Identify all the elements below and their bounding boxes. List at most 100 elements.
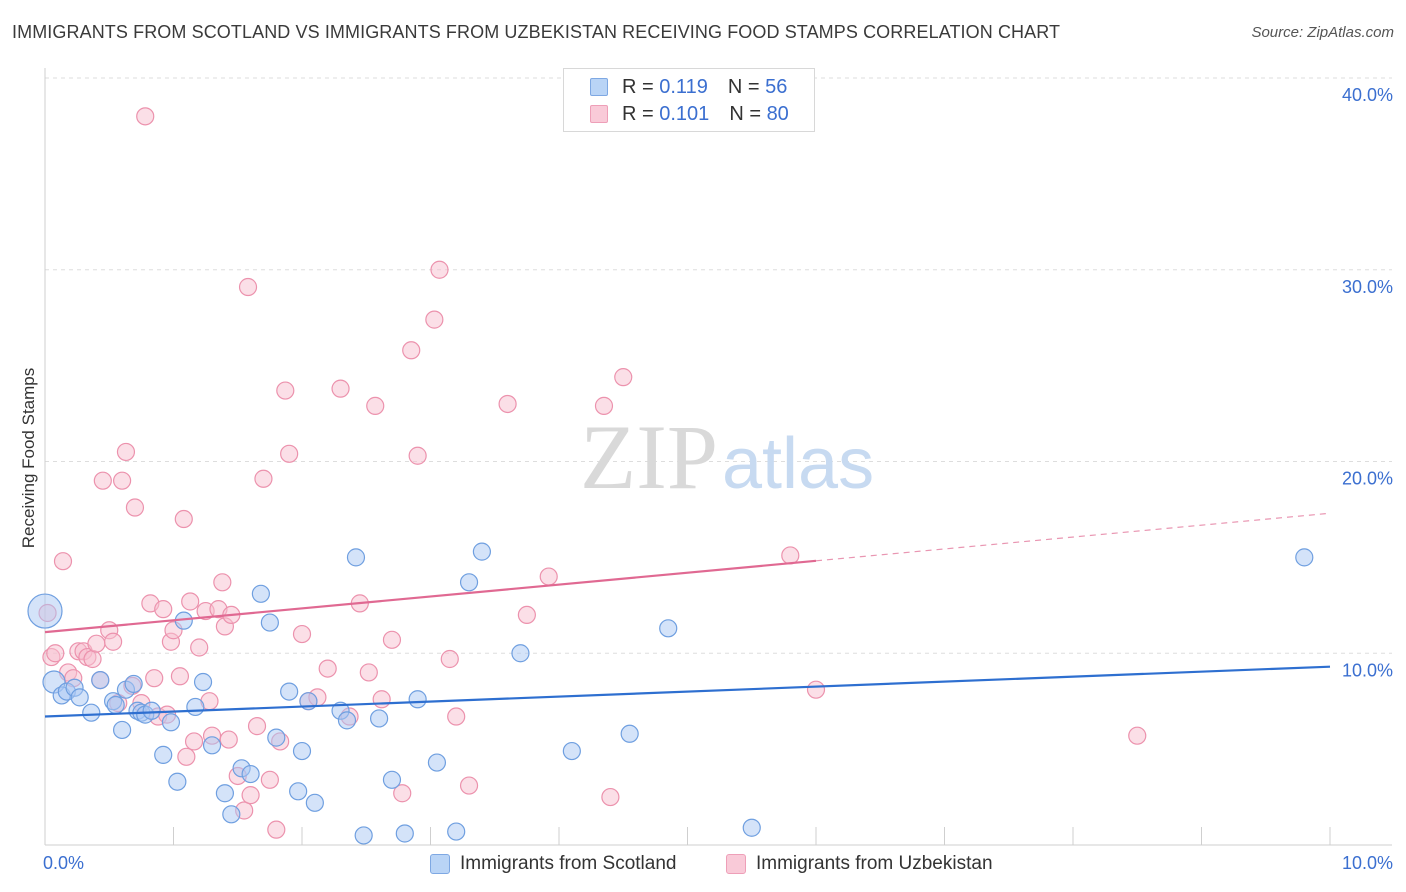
uzbekistan-point	[447, 707, 466, 726]
uzbekistan-point	[382, 630, 402, 649]
uzbekistan-point	[280, 444, 299, 463]
scotland-trendline	[44, 665, 1331, 718]
uzbekistan-point	[136, 107, 155, 126]
uzbekistan-point	[372, 690, 391, 709]
scotland-point	[459, 573, 479, 592]
uzbekistan-point	[174, 509, 193, 529]
legend-row-uzbekistan: R = 0.101 N = 80	[590, 102, 789, 126]
scotland-point	[562, 741, 581, 761]
scotland-point	[280, 682, 299, 701]
uzbekistan-point	[601, 787, 620, 807]
chart-title: IMMIGRANTS FROM SCOTLAND VS IMMIGRANTS F…	[12, 22, 1061, 42]
y-axis-label: Receiving Food Stamps	[19, 368, 38, 548]
uzbekistan-point	[614, 368, 633, 387]
scotland-point	[447, 822, 466, 841]
trendlines	[44, 512, 1331, 718]
scotland-point	[154, 745, 173, 764]
uzbekistan-point	[238, 277, 258, 297]
series-scotland-points	[27, 542, 1314, 845]
x-tick-label: 10.0%	[1342, 853, 1393, 873]
uzbekistan-point	[145, 669, 164, 688]
scotland-point	[382, 770, 402, 789]
scotland-n-value: 56	[765, 75, 788, 98]
uzbekistan-point	[594, 396, 614, 415]
uzbekistan-point	[190, 638, 209, 657]
scotland-point	[70, 688, 89, 707]
uzbekistan-point	[53, 552, 73, 571]
scotland-point	[241, 764, 260, 784]
uzbekistan-point	[83, 649, 102, 669]
uzbekistan-point	[393, 784, 412, 803]
scotland-point	[106, 695, 125, 715]
uzbekistan-point	[359, 663, 378, 682]
uzbekistan-point	[517, 605, 536, 625]
uzbekistan-point	[154, 600, 173, 619]
scotland-point	[251, 584, 270, 603]
uzbekistan-point	[331, 379, 350, 398]
uzbekistan-point	[87, 634, 106, 653]
y-tick-label: 10.0%	[1342, 660, 1393, 680]
y-tick-label: 20.0%	[1342, 469, 1393, 489]
scotland-point	[370, 709, 389, 728]
uzbekistan-point	[267, 820, 286, 839]
scotland-point	[186, 697, 205, 717]
uzbekistan-r-value: 0.101	[659, 102, 710, 125]
scotland-point	[267, 728, 286, 747]
axes	[44, 68, 1392, 846]
uzbekistan-point	[213, 573, 232, 592]
scotland-point	[27, 593, 63, 629]
uzbekistan-point	[116, 442, 136, 462]
scotland-point	[511, 644, 530, 663]
watermark-atlas: atlas	[722, 424, 874, 504]
scotland-point	[346, 548, 366, 567]
scotland-point	[124, 674, 143, 694]
uzbekistan-point	[177, 747, 196, 766]
uzbekistan-point	[539, 567, 558, 586]
scotland-point	[659, 619, 678, 638]
uzbekistan-point	[781, 546, 800, 565]
scotland-point	[395, 824, 414, 843]
watermark: ZIP atlas	[580, 406, 874, 508]
scotland-point	[305, 793, 324, 812]
uzbekistan-point	[425, 310, 444, 329]
scotland-point	[91, 670, 110, 690]
scotland-point	[354, 826, 373, 845]
uzbekistan-point	[498, 394, 517, 414]
uzbekistan-legend-swatch	[726, 854, 746, 874]
scotland-swatch	[590, 78, 608, 96]
uzbekistan-point	[459, 776, 479, 795]
scotland-point	[202, 736, 222, 755]
legend-item-uzbekistan: Immigrants from Uzbekistan	[726, 851, 993, 877]
scotland-point	[292, 741, 312, 761]
uzbekistan-point	[408, 446, 427, 465]
scotland-point	[193, 672, 213, 692]
uzbekistan-point	[440, 649, 459, 669]
legend-row-scotland: R = 0.119 N = 56	[590, 75, 787, 99]
legend-item-scotland: Immigrants from Scotland	[430, 851, 676, 877]
watermark-zip: ZIP	[580, 406, 718, 508]
scotland-point	[112, 720, 132, 740]
uzbekistan-point	[125, 498, 145, 517]
scotland-point	[161, 713, 181, 732]
uzbekistan-point	[181, 592, 200, 611]
scotland-r-value: 0.119	[659, 75, 708, 98]
uzbekistan-point	[276, 381, 295, 400]
uzbekistan-point	[170, 667, 190, 686]
uzbekistan-swatch	[590, 105, 608, 123]
uzbekistan-point	[402, 341, 421, 360]
source-label: Source: ZipAtlas.com	[1251, 24, 1394, 41]
r-label: R =	[622, 102, 654, 125]
scotland-point	[742, 818, 761, 837]
scotland-legend-label: Immigrants from Scotland	[460, 853, 677, 874]
uzbekistan-point	[1128, 726, 1147, 745]
tick-labels: 10.0% 20.0% 30.0% 40.0% 0.0% 10.0%	[43, 85, 1393, 873]
scotland-point	[142, 701, 161, 720]
uzbekistan-n-value: 80	[766, 102, 789, 125]
uzbekistan-point	[260, 770, 279, 789]
scotland-point	[222, 805, 241, 824]
scotland-point	[82, 703, 101, 722]
correlation-legend: R = 0.119 N = 56 R = 0.101 N = 80	[563, 68, 815, 132]
uzbekistan-point	[93, 471, 112, 490]
uzbekistan-point	[247, 717, 267, 736]
